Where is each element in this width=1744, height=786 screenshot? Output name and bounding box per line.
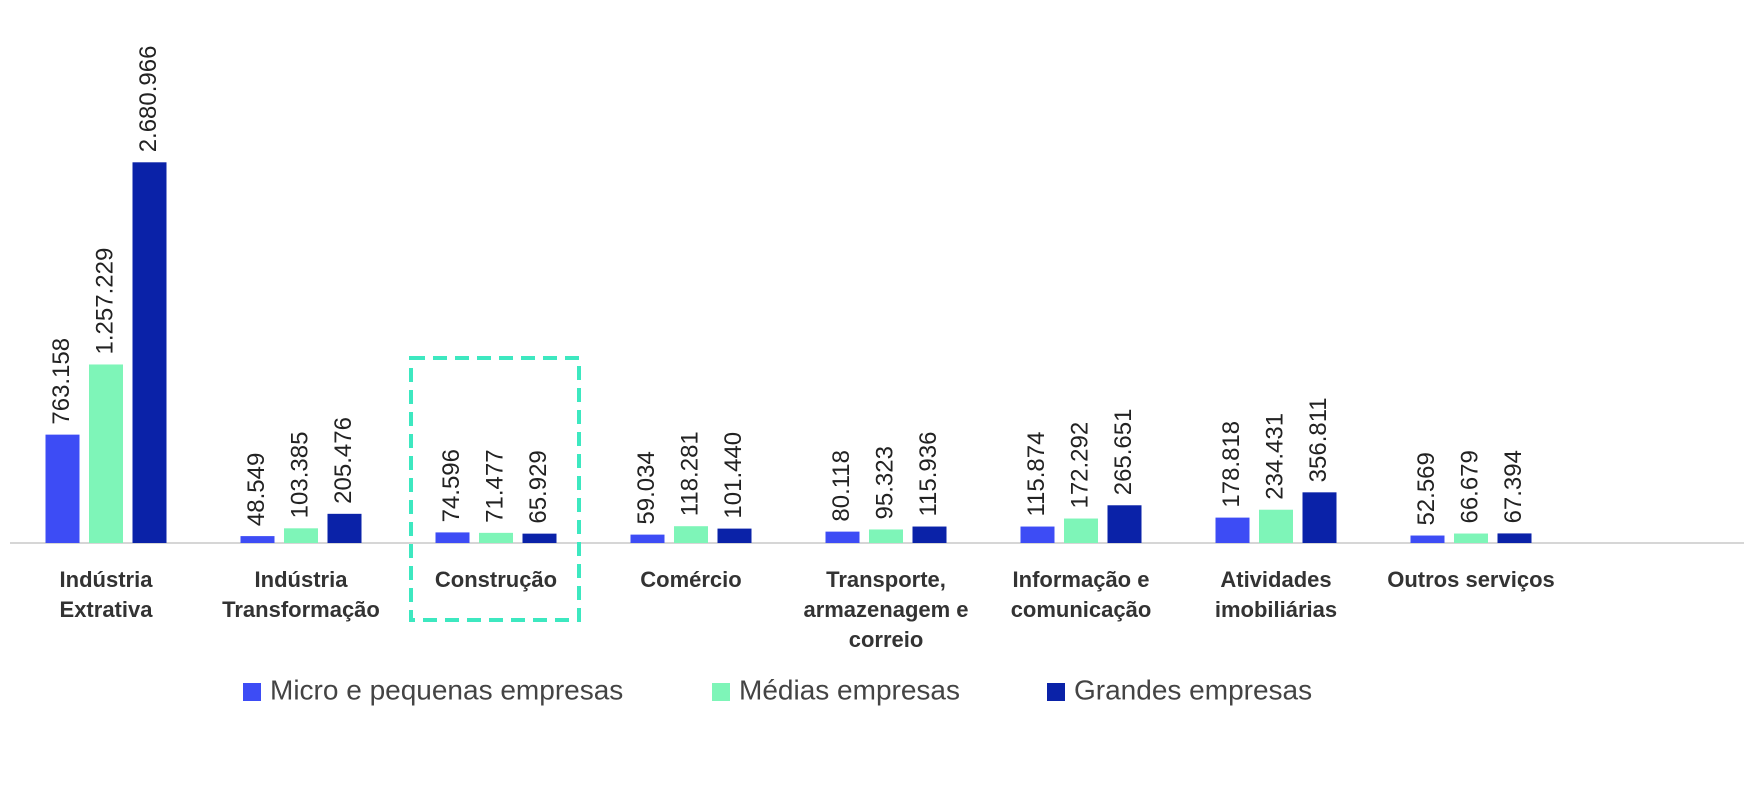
data-label: 178.818 bbox=[1218, 421, 1245, 508]
legend-swatch bbox=[1047, 683, 1065, 701]
bar bbox=[1454, 533, 1488, 543]
bar bbox=[1020, 526, 1055, 543]
bar bbox=[45, 434, 80, 543]
bar bbox=[1064, 518, 1098, 543]
data-label: 67.394 bbox=[1500, 450, 1527, 523]
bar bbox=[1107, 505, 1142, 543]
bar bbox=[869, 529, 903, 543]
x-tick-label: Atividades imobiliárias bbox=[1214, 567, 1338, 622]
x-tick-label: Transporte, armazenagem e correio bbox=[803, 567, 969, 652]
data-label: 66.679 bbox=[1456, 450, 1483, 523]
bar bbox=[1259, 509, 1293, 543]
bar bbox=[674, 526, 708, 543]
data-label: 172.292 bbox=[1066, 422, 1093, 509]
bar bbox=[479, 532, 513, 543]
bar bbox=[912, 526, 947, 543]
data-label: 115.874 bbox=[1023, 432, 1050, 517]
x-tick-label: Indústria Extrativa bbox=[59, 567, 153, 622]
bar bbox=[284, 528, 318, 543]
data-label: 356.811 bbox=[1305, 397, 1332, 482]
highlight-box bbox=[409, 356, 581, 622]
data-label: 115.936 bbox=[915, 432, 942, 517]
data-label: 118.281 bbox=[676, 431, 703, 516]
legend-label: Médias empresas bbox=[739, 674, 960, 705]
bar bbox=[240, 536, 275, 543]
bar bbox=[1215, 517, 1250, 543]
x-tick-label: Outros serviços bbox=[1387, 567, 1555, 592]
data-label: 205.476 bbox=[330, 417, 357, 504]
data-label: 101.440 bbox=[720, 432, 747, 519]
bar bbox=[1302, 492, 1337, 543]
bar bbox=[327, 513, 362, 543]
data-label: 234.431 bbox=[1261, 413, 1288, 500]
data-label: 74.596 bbox=[438, 449, 465, 522]
bar bbox=[435, 532, 470, 543]
bar bbox=[717, 528, 752, 543]
x-tick-label: Comércio bbox=[640, 567, 742, 592]
legend-label: Grandes empresas bbox=[1074, 674, 1312, 705]
data-label: 52.569 bbox=[1413, 452, 1440, 525]
legend-label: Micro e pequenas empresas bbox=[270, 674, 623, 705]
x-tick-label: Informação e comunicação bbox=[1010, 567, 1152, 622]
bar bbox=[1497, 533, 1532, 543]
data-label: 95.323 bbox=[871, 446, 898, 519]
data-label: 763.158 bbox=[48, 338, 75, 425]
bar bbox=[630, 534, 665, 543]
data-label: 2.680.966 bbox=[135, 46, 162, 153]
data-label: 71.477 bbox=[481, 449, 508, 522]
bar bbox=[1410, 535, 1445, 543]
data-label: 80.118 bbox=[828, 450, 855, 522]
data-label: 265.651 bbox=[1110, 409, 1137, 496]
x-tick-label: Construção bbox=[434, 567, 558, 592]
x-tick-label: Indústria Transformação bbox=[222, 567, 380, 622]
data-label: 48.549 bbox=[243, 453, 270, 526]
data-label: 103.385 bbox=[286, 432, 313, 519]
data-label: 1.257.229 bbox=[91, 248, 118, 355]
bar bbox=[522, 533, 557, 543]
legend-swatch bbox=[712, 683, 730, 701]
bar bbox=[132, 162, 167, 543]
bar bbox=[825, 531, 860, 543]
legend-swatch bbox=[243, 683, 261, 701]
bar bbox=[89, 364, 123, 543]
data-label: 65.929 bbox=[525, 450, 552, 523]
data-label: 59.034 bbox=[633, 451, 660, 524]
